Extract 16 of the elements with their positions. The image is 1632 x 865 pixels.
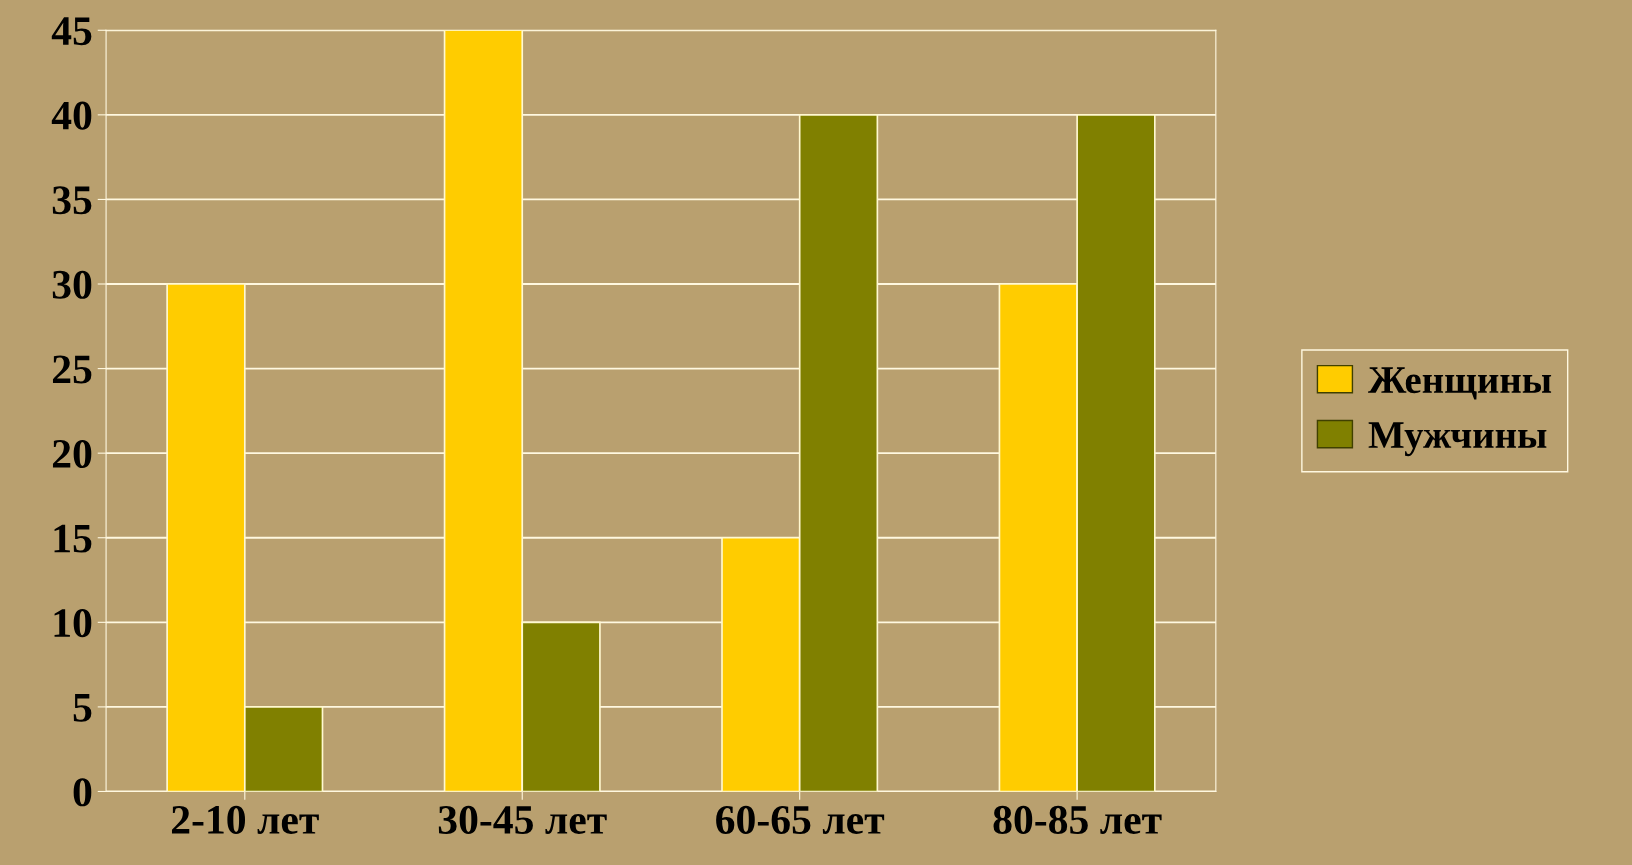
y-tick-label: 5 xyxy=(73,694,92,722)
y-tick-label: 45 xyxy=(51,17,92,46)
legend-label: Мужчины xyxy=(1368,422,1547,457)
y-tick-label: 10 xyxy=(54,609,92,638)
y-tick-label: 15 xyxy=(54,524,92,553)
legend-label: Женщины xyxy=(1368,367,1552,400)
x-tick-label: 60-65 лет xyxy=(716,805,885,834)
x-tick-label: 30-45 лет xyxy=(438,805,607,834)
y-tick-label: 35 xyxy=(52,186,92,215)
x-tick-label: 80-85 лет xyxy=(993,805,1162,834)
y-tick-label: 0 xyxy=(73,778,92,807)
x-tick-label: 2-10 лет xyxy=(171,805,319,834)
y-tick-label: 25 xyxy=(52,355,92,384)
y-tick-label: 30 xyxy=(52,270,92,299)
y-tick-label: 20 xyxy=(52,439,92,469)
y-tick-label: 40 xyxy=(51,101,92,130)
